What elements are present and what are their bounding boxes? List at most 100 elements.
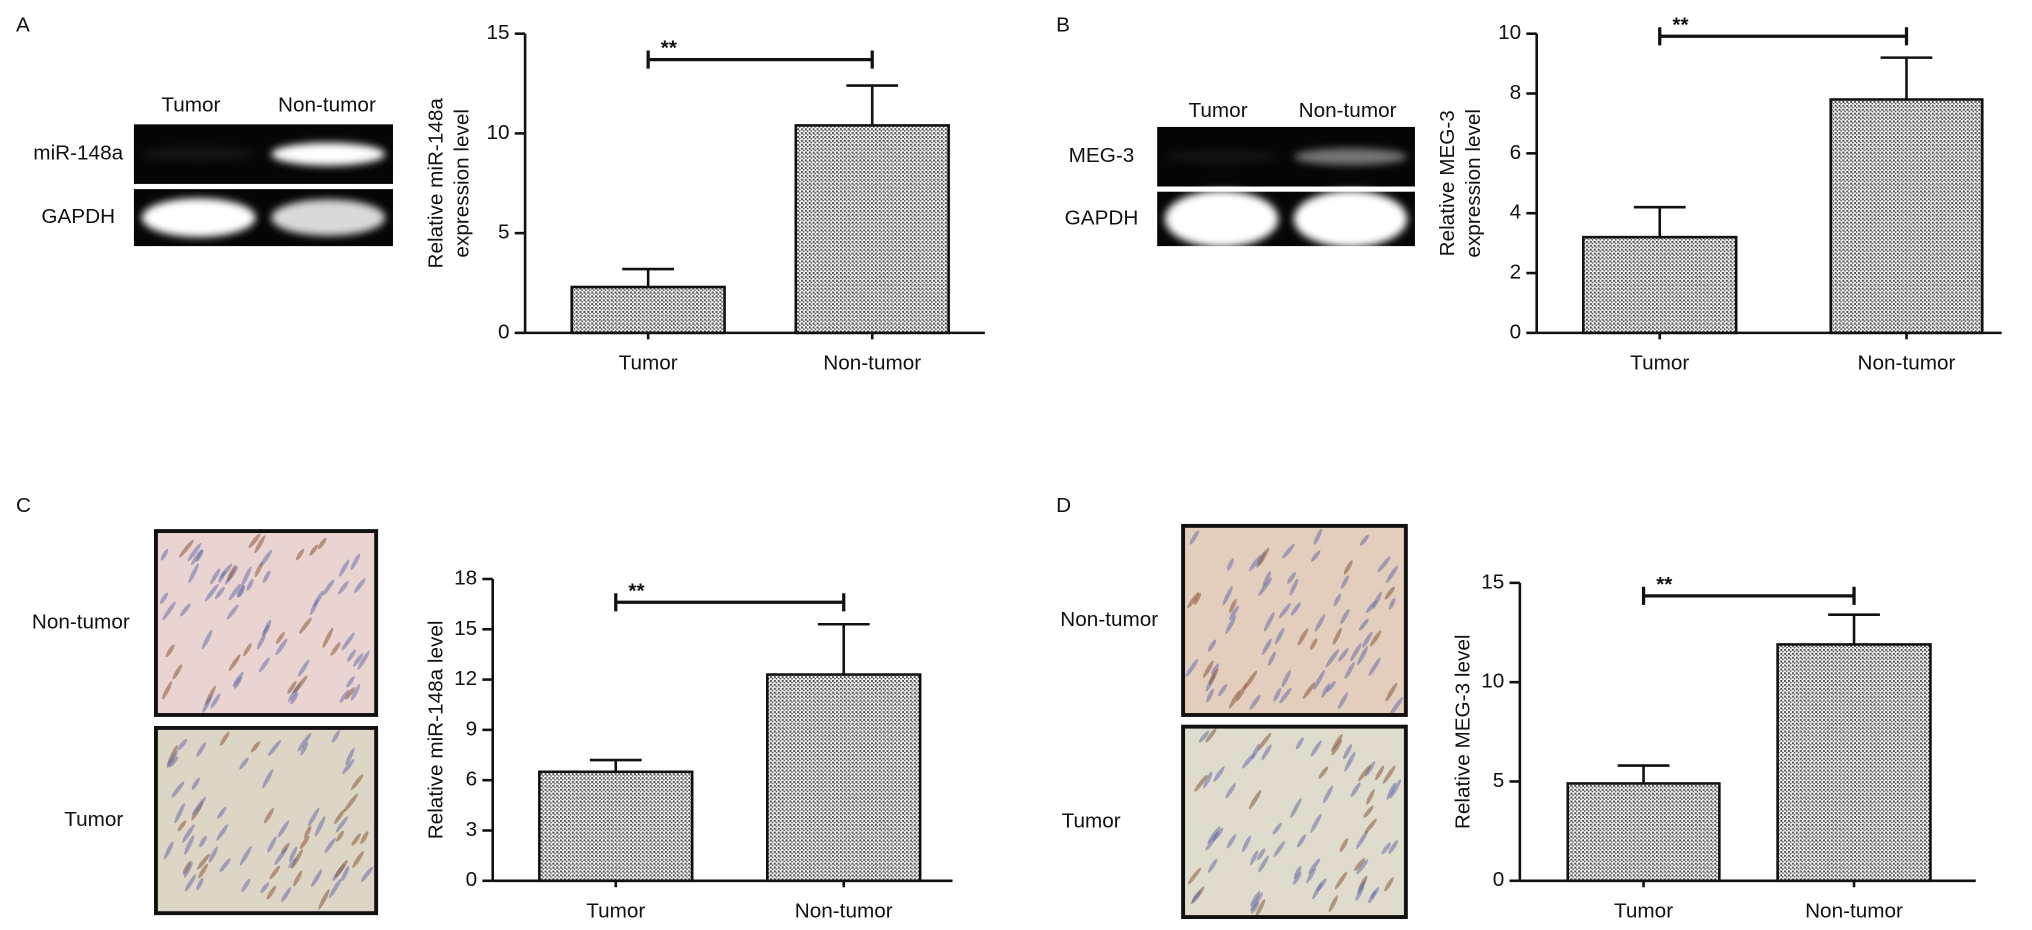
y-tick-label: 15	[454, 617, 477, 640]
nucleus	[1297, 628, 1309, 646]
nucleus	[1318, 766, 1329, 779]
x-tick-label: Tumor	[586, 899, 645, 922]
nucleus	[1205, 728, 1217, 743]
nucleus	[1334, 871, 1348, 890]
nucleus	[266, 885, 277, 900]
x-tick-label: Non-tumor	[795, 899, 893, 922]
nucleus	[1344, 751, 1356, 772]
nucleus	[1354, 857, 1366, 871]
nucleus	[219, 858, 231, 873]
nucleus	[1258, 855, 1269, 873]
nucleus	[297, 732, 312, 752]
nucleus	[239, 846, 252, 866]
nucleus	[1363, 805, 1374, 818]
y-tick-label: 2	[1510, 261, 1522, 284]
x-tick-label: Tumor	[1630, 351, 1689, 374]
nucleus	[261, 624, 270, 637]
y-tick-label: 0	[1510, 320, 1522, 343]
nucleus	[1194, 774, 1208, 792]
nucleus	[1207, 826, 1221, 844]
bar	[1582, 235, 1738, 335]
nucleus	[343, 793, 359, 812]
nucleus	[199, 835, 207, 848]
nucleus	[1331, 733, 1343, 752]
tissue-image	[1183, 525, 1406, 715]
nucleus	[1325, 649, 1340, 668]
nucleus	[172, 664, 183, 680]
y-tick-label: 5	[498, 221, 510, 244]
nucleus	[1375, 765, 1385, 781]
nucleus	[1258, 547, 1270, 567]
nucleus	[350, 553, 361, 571]
nucleus	[205, 583, 219, 602]
nucleus	[177, 820, 187, 832]
nucleus	[182, 824, 195, 843]
nucleus	[1364, 818, 1377, 834]
nucleus	[311, 869, 323, 888]
nucleus	[1386, 782, 1396, 800]
y-tick-label: 18	[454, 566, 477, 589]
blot-row-label: GAPDH	[1065, 206, 1139, 229]
nucleus	[300, 742, 309, 756]
nucleus	[184, 874, 197, 892]
y-tick-label: 6	[1510, 141, 1522, 164]
tissue-frame	[1181, 724, 1408, 919]
y-tick-label: 4	[1510, 201, 1522, 224]
nucleus	[1366, 789, 1375, 805]
y-axis-label: Relative miR-148a level	[424, 620, 447, 839]
nucleus	[318, 889, 330, 910]
nucleus	[1357, 880, 1366, 894]
nucleus	[350, 684, 361, 701]
nucleus	[1248, 555, 1262, 572]
nucleus	[322, 579, 335, 596]
bar	[1566, 782, 1721, 883]
nucleus	[1290, 798, 1302, 818]
nucleus	[1382, 765, 1396, 784]
nucleus	[1251, 743, 1260, 760]
nucleus	[1257, 732, 1272, 751]
nucleus	[360, 866, 374, 883]
nucleus	[162, 601, 176, 621]
nucleus	[217, 806, 227, 819]
nucleus	[191, 777, 200, 790]
y-tick-label: 12	[454, 667, 477, 690]
nucleus	[1243, 670, 1258, 690]
nucleus	[219, 731, 230, 746]
nucleus	[354, 578, 366, 593]
nucleus	[299, 835, 310, 850]
nucleus	[341, 865, 350, 882]
blot-band	[1164, 190, 1279, 248]
y-tick-label: 9	[466, 717, 478, 740]
nucleus	[342, 759, 355, 775]
nucleus	[1321, 683, 1330, 698]
nucleus	[165, 644, 175, 658]
nucleus	[1322, 785, 1334, 804]
nucleus	[1281, 670, 1291, 688]
y-tick-label: 5	[1493, 769, 1505, 792]
blot-column-label: Non-tumor	[1299, 99, 1397, 122]
nucleus	[208, 846, 218, 863]
nucleus	[236, 585, 244, 598]
nucleus	[1331, 739, 1343, 756]
nucleus	[260, 882, 270, 894]
nucleus	[1205, 831, 1220, 851]
nucleus	[1337, 692, 1348, 709]
nucleus	[1226, 834, 1237, 849]
nucleus	[330, 642, 341, 656]
nucleus	[339, 689, 350, 703]
nucleus	[1229, 605, 1239, 621]
nucleus	[334, 809, 345, 825]
nucleus	[187, 543, 202, 562]
nucleus	[1222, 585, 1233, 606]
nucleus	[1343, 744, 1353, 760]
blot-band	[1164, 149, 1279, 165]
y-tick-label: 10	[1481, 670, 1504, 693]
image-row-label: Tumor	[64, 808, 123, 831]
nucleus	[346, 676, 355, 688]
nucleus	[324, 837, 336, 854]
nucleus	[1340, 575, 1349, 589]
nucleus	[160, 548, 169, 561]
nucleus	[1207, 639, 1217, 652]
nucleus	[1333, 593, 1341, 607]
nucleus	[281, 887, 292, 902]
